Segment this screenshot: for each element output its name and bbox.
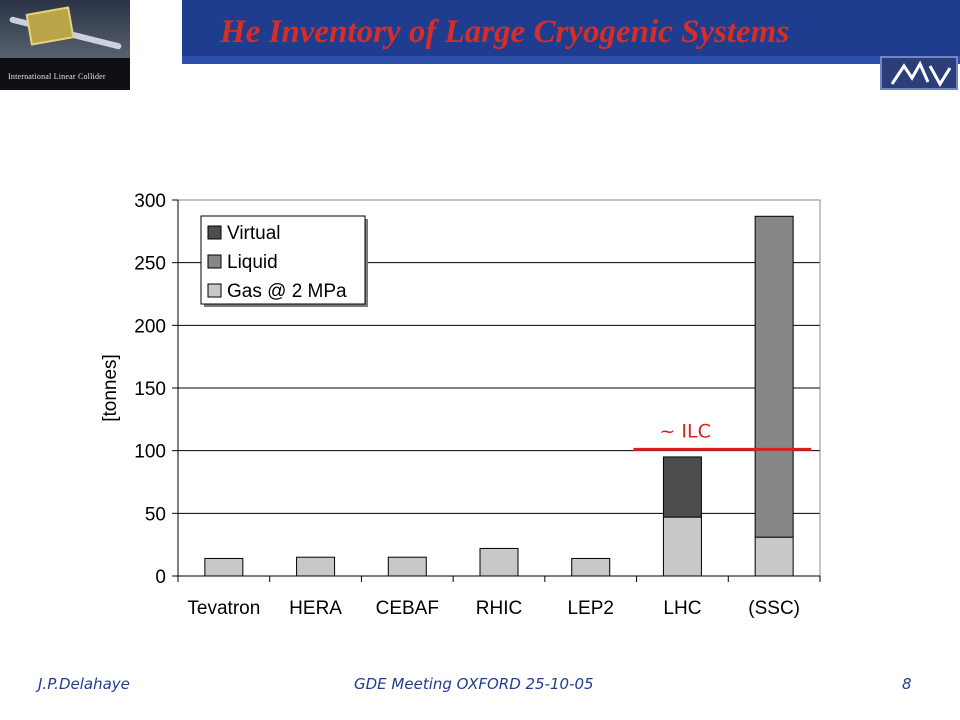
y-tick-label-100: 100 [134,442,166,463]
legend-label-gas-2-mpa: Gas @ 2 MPa [227,281,347,302]
x-tick-label-tevatron: Tevatron [187,598,260,619]
legend-swatch-virtual [207,225,222,240]
y-tick-label-200: 200 [134,316,166,337]
logo-ground [0,58,130,90]
bar-ssc-liquid [754,215,794,538]
bar-lep2-gas-2-mpa [571,557,611,577]
y-tick-label-50: 50 [145,504,166,525]
bar-tevatron-gas-2-mpa [204,557,244,577]
y-tick-label-150: 150 [134,379,166,400]
footer-page-number: 8 [902,675,912,693]
x-tick-label-rhic: RHIC [476,598,522,619]
bar-lhc-virtual [662,456,702,518]
bar-lhc-gas-2-mpa [662,516,702,577]
x-tick-label-ssc: (SSC) [748,598,800,619]
x-tick-label-hera: HERA [289,598,342,619]
y-tick-label-300: 300 [134,191,166,212]
x-tick-label-cebaf: CEBAF [376,598,439,619]
bar-cebaf-gas-2-mpa [387,556,427,577]
title-bar [182,0,960,64]
bar-ssc-gas-2-mpa [754,536,794,577]
bar-rhic-gas-2-mpa [479,547,519,577]
legend-label-liquid: Liquid [227,252,278,273]
logo-caption: International Linear Collider [8,72,106,81]
legend: Virtual Liquid Gas @ 2 MPa [200,215,368,307]
y-axis-label: [tonnes] [100,354,121,422]
footer-author: J.P.Delahaye [38,675,130,693]
legend-label-virtual: Virtual [227,223,281,244]
slide-title: He Inventory of Large Cryogenic Systems [220,14,790,50]
bar-hera-gas-2-mpa [296,556,336,577]
x-tick-label-lhc: LHC [663,598,701,619]
legend-box [200,215,366,305]
lab-logo-icon [880,56,958,90]
y-ticks: 0 50 100 150 200 250 300 [134,191,178,588]
bars [204,215,794,577]
x-ticks: Tevatron HERA CEBAF RHIC LEP2 LHC (SSC) [177,576,821,619]
y-tick-label-250: 250 [134,254,166,275]
legend-swatch-gas-2-mpa [207,283,222,298]
ilc-label: ~ ILC [659,420,710,442]
y-tick-label-0: 0 [155,567,166,588]
ilc-annotation: ~ ILC [633,420,812,451]
legend-swatch-liquid [207,254,222,269]
x-tick-label-lep2: LEP2 [567,598,613,619]
ilc-logo: International Linear Collider [0,0,130,90]
footer-meeting: GDE Meeting OXFORD 25-10-05 [354,675,594,693]
